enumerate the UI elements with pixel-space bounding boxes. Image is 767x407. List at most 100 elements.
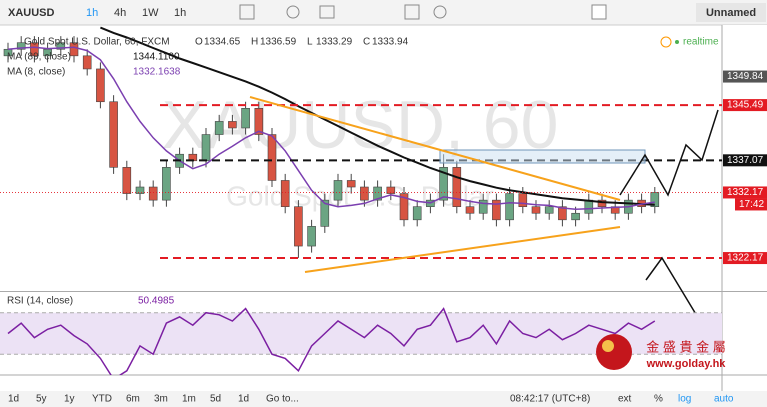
candle-body <box>82 55 92 70</box>
status-dot <box>675 40 679 44</box>
logo-name: 金 盛 貴 金 屬 <box>646 339 725 354</box>
candle-body <box>201 134 211 162</box>
ohlc-value: 1334.65 <box>204 37 241 48</box>
icon[interactable] <box>404 4 420 20</box>
candle-body <box>333 180 343 201</box>
candle-body <box>531 206 541 214</box>
layout-name[interactable]: Unnamed <box>706 7 756 19</box>
status: realtime <box>683 37 719 48</box>
layout-button[interactable] <box>696 3 766 22</box>
ohlc-key: O <box>195 37 203 48</box>
candle-body <box>505 193 514 221</box>
range-button[interactable]: 1y <box>64 394 75 405</box>
legend-value: 1344.1100 <box>133 52 180 63</box>
goto-button[interactable]: Go to... <box>266 394 299 405</box>
icon[interactable] <box>591 4 607 20</box>
candle-body <box>228 121 237 129</box>
legend-name[interactable]: MA (8, close) <box>7 67 65 78</box>
arrow-path <box>645 256 698 317</box>
range-button[interactable]: 1d <box>238 394 249 405</box>
watermark: XAUUSD, 60 Gold Spot U.S. Dollar <box>162 87 559 211</box>
candle-body <box>280 180 290 207</box>
legend-value: 1332.1638 <box>133 67 181 78</box>
candle-body <box>254 108 264 135</box>
logo-mark <box>602 340 614 352</box>
icon[interactable] <box>433 5 447 19</box>
candle-body <box>122 167 132 194</box>
rsi-line <box>7 307 656 375</box>
icon[interactable] <box>319 5 335 19</box>
bottom-bar <box>0 391 767 407</box>
range-button[interactable]: 1d <box>8 394 19 405</box>
candle-body <box>135 186 145 194</box>
interval[interactable]: 1h <box>174 7 186 19</box>
range-button[interactable]: 1m <box>182 394 196 405</box>
range-button[interactable]: 6m <box>126 394 140 405</box>
interval[interactable]: 4h <box>114 7 126 19</box>
range-button[interactable]: 3m <box>154 394 168 405</box>
toolbar <box>0 0 767 25</box>
toggle-button[interactable]: auto <box>714 394 734 405</box>
trendline <box>249 96 621 201</box>
chart-title: Gold Spot U.S. Dollar, 60, FXCM <box>24 37 170 48</box>
candle-body <box>16 42 26 50</box>
candle-body <box>307 226 316 247</box>
legend-name[interactable]: MA (89, close) <box>7 52 71 63</box>
candle-body <box>214 121 224 135</box>
arrow-path <box>619 109 719 197</box>
candle-body <box>373 186 382 201</box>
candle-body <box>412 206 422 221</box>
price-marker <box>723 99 767 112</box>
ma-line <box>100 26 655 206</box>
range-button[interactable]: 5d <box>210 394 221 405</box>
price-marker-label: 1332.17 <box>727 187 764 198</box>
logo-mark <box>596 334 632 370</box>
toggle-button[interactable]: % <box>654 394 663 405</box>
countdown-bg <box>735 198 767 211</box>
legend-name[interactable]: RSI (14, close) <box>7 296 73 307</box>
range-button[interactable]: 5y <box>36 394 47 405</box>
watermark-subtitle: Gold Spot U.S. Dollar <box>226 180 494 211</box>
price-marker-label: 1337.07 <box>727 155 764 166</box>
candle-body <box>465 206 475 214</box>
candle-body <box>267 134 277 181</box>
candle-body <box>96 68 105 103</box>
icon[interactable] <box>239 4 255 20</box>
candle-body <box>584 199 594 214</box>
candle-body <box>162 167 171 201</box>
candle-body <box>360 186 369 201</box>
logo-url: www.golday.hk <box>646 358 727 370</box>
candle-body <box>478 199 488 214</box>
interval[interactable]: 1W <box>142 7 159 19</box>
toggle-button[interactable]: log <box>678 394 691 405</box>
legend-value: 50.4985 <box>138 296 175 307</box>
toolbar-items: XAUUSD 1h 4h 1W 1h Unnamed <box>8 3 766 22</box>
interval[interactable]: 1h <box>86 7 98 19</box>
clock: 08:42:17 (UTC+8) <box>510 394 590 405</box>
candle-body <box>492 199 501 221</box>
ohlc-value: 1333.29 <box>316 37 353 48</box>
price-marker <box>723 70 767 83</box>
candle-body <box>558 206 567 221</box>
candle-body <box>320 199 330 227</box>
candle-body <box>597 199 607 207</box>
symbol[interactable]: XAUUSD <box>8 7 55 19</box>
icon[interactable] <box>286 5 300 19</box>
candle-body <box>241 108 250 129</box>
price-marker <box>723 154 767 167</box>
toggle-button[interactable]: ext <box>618 394 632 405</box>
price-marker-label: 1345.49 <box>727 100 764 111</box>
candle-body <box>109 101 118 168</box>
candle-body <box>518 193 528 207</box>
candle-body <box>439 167 448 201</box>
candle-body <box>148 186 158 201</box>
candle-body <box>399 193 409 221</box>
ohlc-key: C <box>363 37 370 48</box>
candle-body <box>571 212 580 221</box>
drawings <box>249 96 719 317</box>
ma-line <box>7 46 655 211</box>
ohlc-value: 1333.94 <box>372 37 409 48</box>
range-button[interactable]: YTD <box>92 394 112 405</box>
candle-body <box>544 206 554 214</box>
